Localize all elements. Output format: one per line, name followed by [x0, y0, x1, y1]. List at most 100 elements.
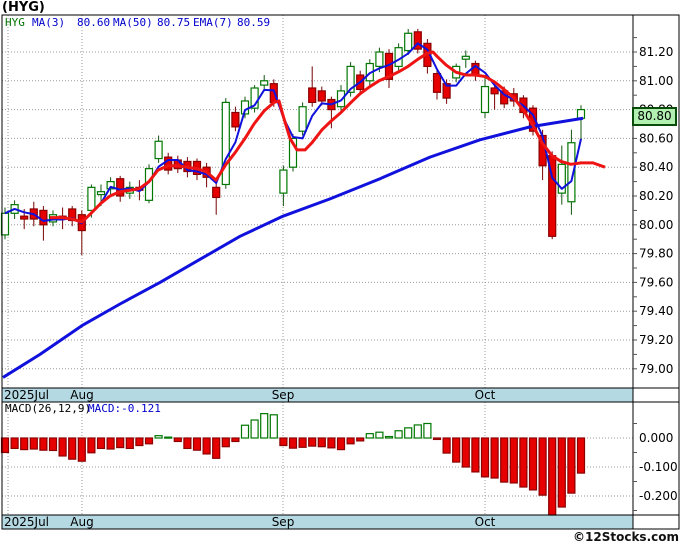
macd-bar — [212, 437, 221, 459]
candle-body — [221, 101, 230, 186]
macd-bar — [48, 437, 58, 452]
candle-body — [260, 80, 269, 86]
macd-bar — [125, 437, 134, 450]
macd-bar — [87, 437, 96, 454]
candle-body — [116, 178, 125, 197]
legend-ma3-value: 80.60 — [77, 16, 111, 29]
price-axis-label: 79.60 — [639, 275, 673, 289]
candle-body — [212, 186, 221, 199]
macd-bar — [96, 437, 106, 450]
macd-bar — [500, 437, 509, 483]
macd-bar — [576, 437, 586, 474]
legend-ema7-value: 80.59 — [237, 16, 271, 29]
macd-bar — [317, 437, 326, 448]
macd-bar — [327, 437, 336, 449]
macd-bar — [20, 437, 29, 451]
candle-body — [298, 106, 307, 132]
macd-bar — [346, 437, 355, 445]
x-axis-strip-main — [2, 388, 633, 402]
month-label-main: Oct — [475, 388, 496, 402]
macd-bar — [183, 437, 192, 450]
month-label-macd: Aug — [70, 515, 93, 529]
macd-bar — [365, 433, 374, 439]
macd-bar — [260, 413, 269, 439]
ma50-line — [2, 116, 584, 379]
legend-symbol: HYG — [5, 16, 25, 29]
candle-body — [432, 72, 442, 93]
macd-bar — [29, 437, 38, 450]
macd-bar — [336, 437, 346, 451]
price-axis-label: 79.40 — [639, 304, 673, 318]
macd-bar — [231, 437, 240, 443]
candle-body — [154, 140, 163, 160]
macd-bar — [452, 437, 461, 463]
price-axis-label: 80.00 — [639, 218, 673, 232]
macd-bar — [308, 437, 317, 447]
macd-bar — [10, 437, 19, 450]
candle-body — [0, 212, 10, 236]
legend-ema7-label: EMA(7) — [193, 16, 233, 29]
macd-bar — [58, 437, 67, 457]
macd-bar — [519, 437, 528, 488]
month-label-macd: Sep — [272, 515, 295, 529]
macd-bar — [135, 437, 144, 447]
macd-bar — [548, 437, 557, 516]
macd-bar — [192, 437, 202, 451]
candle-body — [288, 137, 298, 168]
macd-bar — [509, 437, 518, 484]
macd-bar — [250, 419, 259, 439]
macd-axis-label: -0.100 — [639, 460, 678, 474]
price-axis-label: 80.20 — [639, 189, 673, 203]
macd-axis-label: -0.200 — [639, 489, 678, 503]
candle-body — [20, 215, 29, 220]
macd-bar — [106, 437, 115, 450]
month-label-main: Sep — [272, 388, 295, 402]
macd-bar — [154, 435, 163, 439]
macd-bar — [221, 437, 230, 448]
macd-bar — [298, 437, 307, 448]
macd-bar — [538, 437, 547, 496]
price-axis-label: 80.60 — [639, 131, 673, 145]
macd-bar — [356, 437, 365, 442]
candle-body — [39, 209, 48, 226]
candle-body — [336, 90, 346, 108]
macd-bar — [77, 437, 86, 462]
candle-body — [480, 85, 490, 114]
candle-body — [96, 191, 106, 196]
month-label-macd: 2025Jul — [4, 515, 49, 529]
macd-bar — [567, 437, 576, 494]
legend-ma50-label: MA(50) — [113, 16, 153, 29]
candle-body — [557, 163, 566, 194]
macd-bar — [240, 424, 250, 439]
macd-label: MACD(26,12,9) — [5, 402, 92, 415]
candle-body — [567, 142, 576, 203]
price-axis-label: 81.00 — [639, 74, 673, 88]
candle-body — [279, 169, 288, 194]
price-axis-label: 79.20 — [639, 333, 673, 347]
candle-body — [308, 87, 317, 103]
month-label-macd: Oct — [475, 515, 496, 529]
macd-bar — [68, 437, 77, 460]
macd-bar — [164, 436, 173, 439]
macd-bar — [413, 424, 422, 439]
macd-value-label: MACD:-0.121 — [88, 402, 161, 415]
macd-bar — [528, 437, 538, 491]
candle-body — [404, 32, 413, 52]
candle-body — [576, 108, 586, 119]
macd-bar — [461, 437, 470, 468]
macd-bar — [384, 435, 394, 439]
macd-bar — [269, 414, 278, 439]
macd-bar — [0, 437, 10, 454]
candle-body — [413, 31, 422, 50]
candle-body — [346, 65, 355, 93]
candle-body — [490, 87, 499, 95]
macd-bar — [39, 437, 48, 451]
x-axis-strip-macd — [2, 515, 633, 529]
macd-axis-label: 0.000 — [639, 431, 673, 445]
candle-body — [317, 90, 326, 102]
macd-bar — [471, 437, 480, 473]
macd-bar — [480, 437, 490, 478]
macd-bar — [557, 437, 566, 508]
